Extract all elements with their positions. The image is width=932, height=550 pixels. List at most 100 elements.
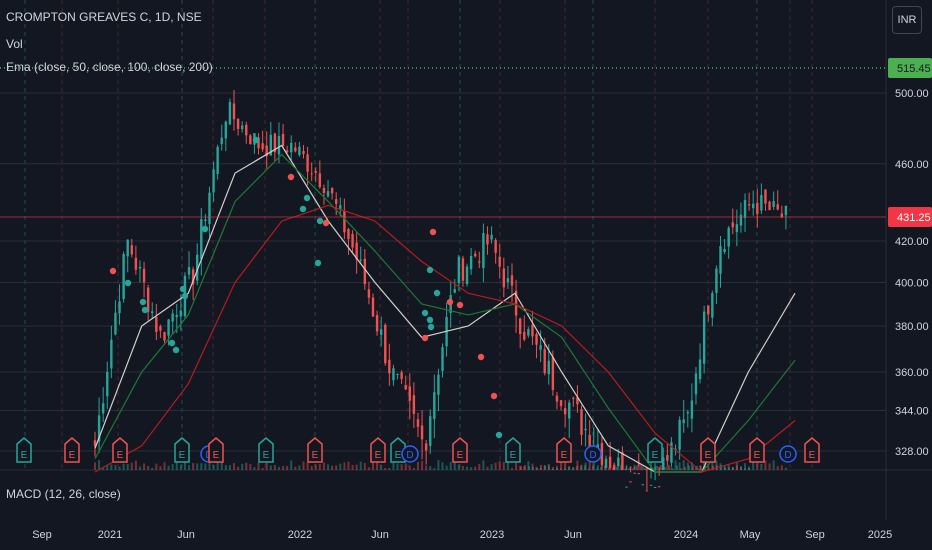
candle-body xyxy=(179,310,183,317)
volume-bar xyxy=(482,460,485,470)
candle-body xyxy=(784,205,788,216)
volume-bar xyxy=(666,466,669,470)
candle-body xyxy=(240,125,244,130)
volume-bar xyxy=(700,466,702,470)
marker-shape xyxy=(401,445,419,463)
x-tick-label: 2022 xyxy=(288,529,312,541)
volume-bar xyxy=(756,460,759,470)
signal-dot xyxy=(299,205,307,213)
candle-body xyxy=(200,219,203,260)
volume-bar xyxy=(171,464,174,470)
marker-shape xyxy=(64,437,80,463)
volume-bar xyxy=(564,461,567,470)
marker-label: E xyxy=(375,450,382,461)
volume-bar xyxy=(592,460,595,470)
marker-label: E xyxy=(213,450,220,461)
last-price-tag xyxy=(888,207,932,227)
candle-body xyxy=(702,311,706,364)
signal-dot xyxy=(139,298,147,306)
signal-dot xyxy=(429,228,437,236)
volume-bar xyxy=(265,461,268,470)
volume-bar xyxy=(656,465,658,470)
candle-body xyxy=(257,137,260,149)
volume-bar xyxy=(331,465,334,470)
candle-body xyxy=(469,255,473,270)
signal-dot xyxy=(322,219,330,227)
volume-bar xyxy=(498,461,501,470)
volume-bar xyxy=(384,467,387,470)
currency-button[interactable]: INR xyxy=(892,6,922,34)
candle-body xyxy=(412,395,416,414)
x-tick-label: 2023 xyxy=(480,529,504,541)
volume-bar xyxy=(632,468,634,470)
volume-bar xyxy=(707,463,710,470)
candle-body xyxy=(694,373,698,395)
signal-dots xyxy=(109,136,503,439)
ema-legend: Ema (close, 50, close, 100, close, 200) xyxy=(6,60,213,74)
candle-body xyxy=(330,188,334,194)
volume-bar xyxy=(682,460,685,470)
volume-bar xyxy=(192,463,195,470)
volume-bar xyxy=(728,467,730,470)
volume-bar xyxy=(536,467,538,470)
candle-body xyxy=(482,233,485,268)
event-marker-earnings: E xyxy=(174,437,190,463)
candle-body xyxy=(363,258,367,285)
volume-bar xyxy=(568,465,570,470)
candle-body xyxy=(404,384,407,390)
candle-body xyxy=(523,331,526,340)
volume-bar xyxy=(644,467,646,470)
candle-body xyxy=(326,191,330,197)
volume-bar xyxy=(600,466,602,470)
volume-bar xyxy=(641,466,644,470)
last-price-label: 431.25 xyxy=(897,212,931,224)
marker-label: E xyxy=(457,450,464,461)
volume-bar xyxy=(547,463,550,470)
candle-body xyxy=(424,443,428,451)
marker-label: E xyxy=(652,450,659,461)
event-marker-earnings: E xyxy=(749,437,765,463)
volume-bar xyxy=(363,462,366,470)
volume-bar xyxy=(654,463,657,470)
x-tick-label: Sep xyxy=(805,529,825,541)
signal-dot xyxy=(168,339,176,347)
candle-body xyxy=(204,219,207,222)
volume-bar xyxy=(314,464,317,470)
candle-body xyxy=(760,195,763,211)
volume-bar xyxy=(188,465,191,470)
volume-bar xyxy=(752,461,755,470)
volume-bar xyxy=(727,464,730,470)
volume-bar xyxy=(122,463,125,470)
volume-bar xyxy=(555,465,558,470)
event-marker-earnings: E xyxy=(258,437,274,463)
marker-shape xyxy=(258,437,274,463)
volume-bar xyxy=(684,466,686,470)
x-tick-label: Sep xyxy=(32,529,52,541)
volume-bar xyxy=(110,464,113,470)
candle-body xyxy=(281,133,285,147)
volume-bar xyxy=(740,467,742,470)
volume-bar xyxy=(640,465,642,470)
volume-bar xyxy=(539,467,542,470)
marker-label: E xyxy=(395,450,402,461)
volume-bar xyxy=(245,462,248,470)
volume-bar xyxy=(723,465,726,470)
y-tick-label: 420.00 xyxy=(895,236,929,248)
y-tick-label: 400.00 xyxy=(895,277,929,289)
event-marker-earnings: E xyxy=(208,437,224,463)
candle-body xyxy=(555,395,559,402)
candle-body xyxy=(224,121,228,139)
volume-bar xyxy=(768,463,771,470)
marker-shape xyxy=(647,437,663,463)
candle-body xyxy=(294,147,297,152)
volume-bar xyxy=(486,466,489,470)
candle-body xyxy=(216,146,219,174)
marker-shape xyxy=(370,437,386,463)
candle-body xyxy=(547,360,550,375)
candle-body xyxy=(780,213,784,218)
candle-body xyxy=(666,455,669,461)
event-marker-earnings: E xyxy=(804,437,820,463)
candle-body xyxy=(641,484,645,486)
volume-bar xyxy=(257,462,260,470)
